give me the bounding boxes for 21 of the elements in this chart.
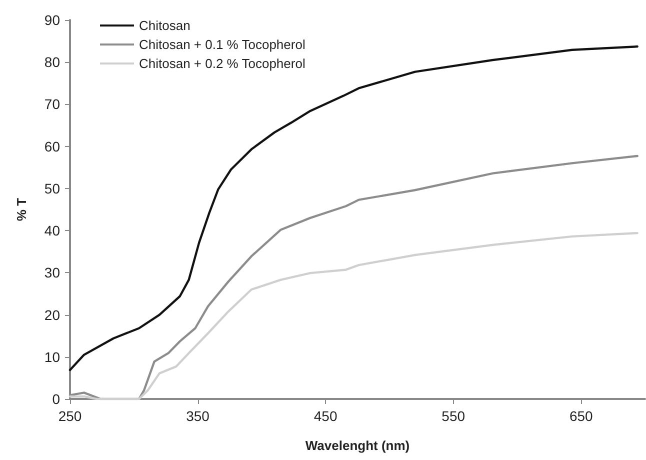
y-tick-label: 20 <box>44 306 60 323</box>
y-tick-label: 70 <box>44 96 60 112</box>
legend-label: Chitosan + 0.2 % Tocopherol <box>139 56 306 71</box>
line-series <box>68 232 638 400</box>
y-tick-label: 40 <box>44 222 60 239</box>
x-axis-title: Wavelenght (nm) <box>305 438 410 453</box>
legend-label: Chitosan <box>139 18 190 33</box>
legend-label: Chitosan + 0.1 % Tocopherol <box>139 37 306 52</box>
y-tick-label: 10 <box>44 348 60 365</box>
y-tick-label: 30 <box>44 264 60 281</box>
x-tick-label: 450 <box>314 408 338 424</box>
x-tick-label: 250 <box>58 408 82 424</box>
x-tick-label: 350 <box>186 408 210 424</box>
y-tick-label: 80 <box>44 54 60 70</box>
y-axis-title: % T <box>14 198 29 222</box>
y-tick-label: 90 <box>44 12 60 28</box>
y-tick-label: 50 <box>44 180 60 196</box>
y-tick-label: 60 <box>44 138 60 154</box>
x-tick-label: 650 <box>569 408 594 424</box>
y-tick-label: 0 <box>52 391 60 407</box>
x-tick-label: 550 <box>442 408 466 424</box>
